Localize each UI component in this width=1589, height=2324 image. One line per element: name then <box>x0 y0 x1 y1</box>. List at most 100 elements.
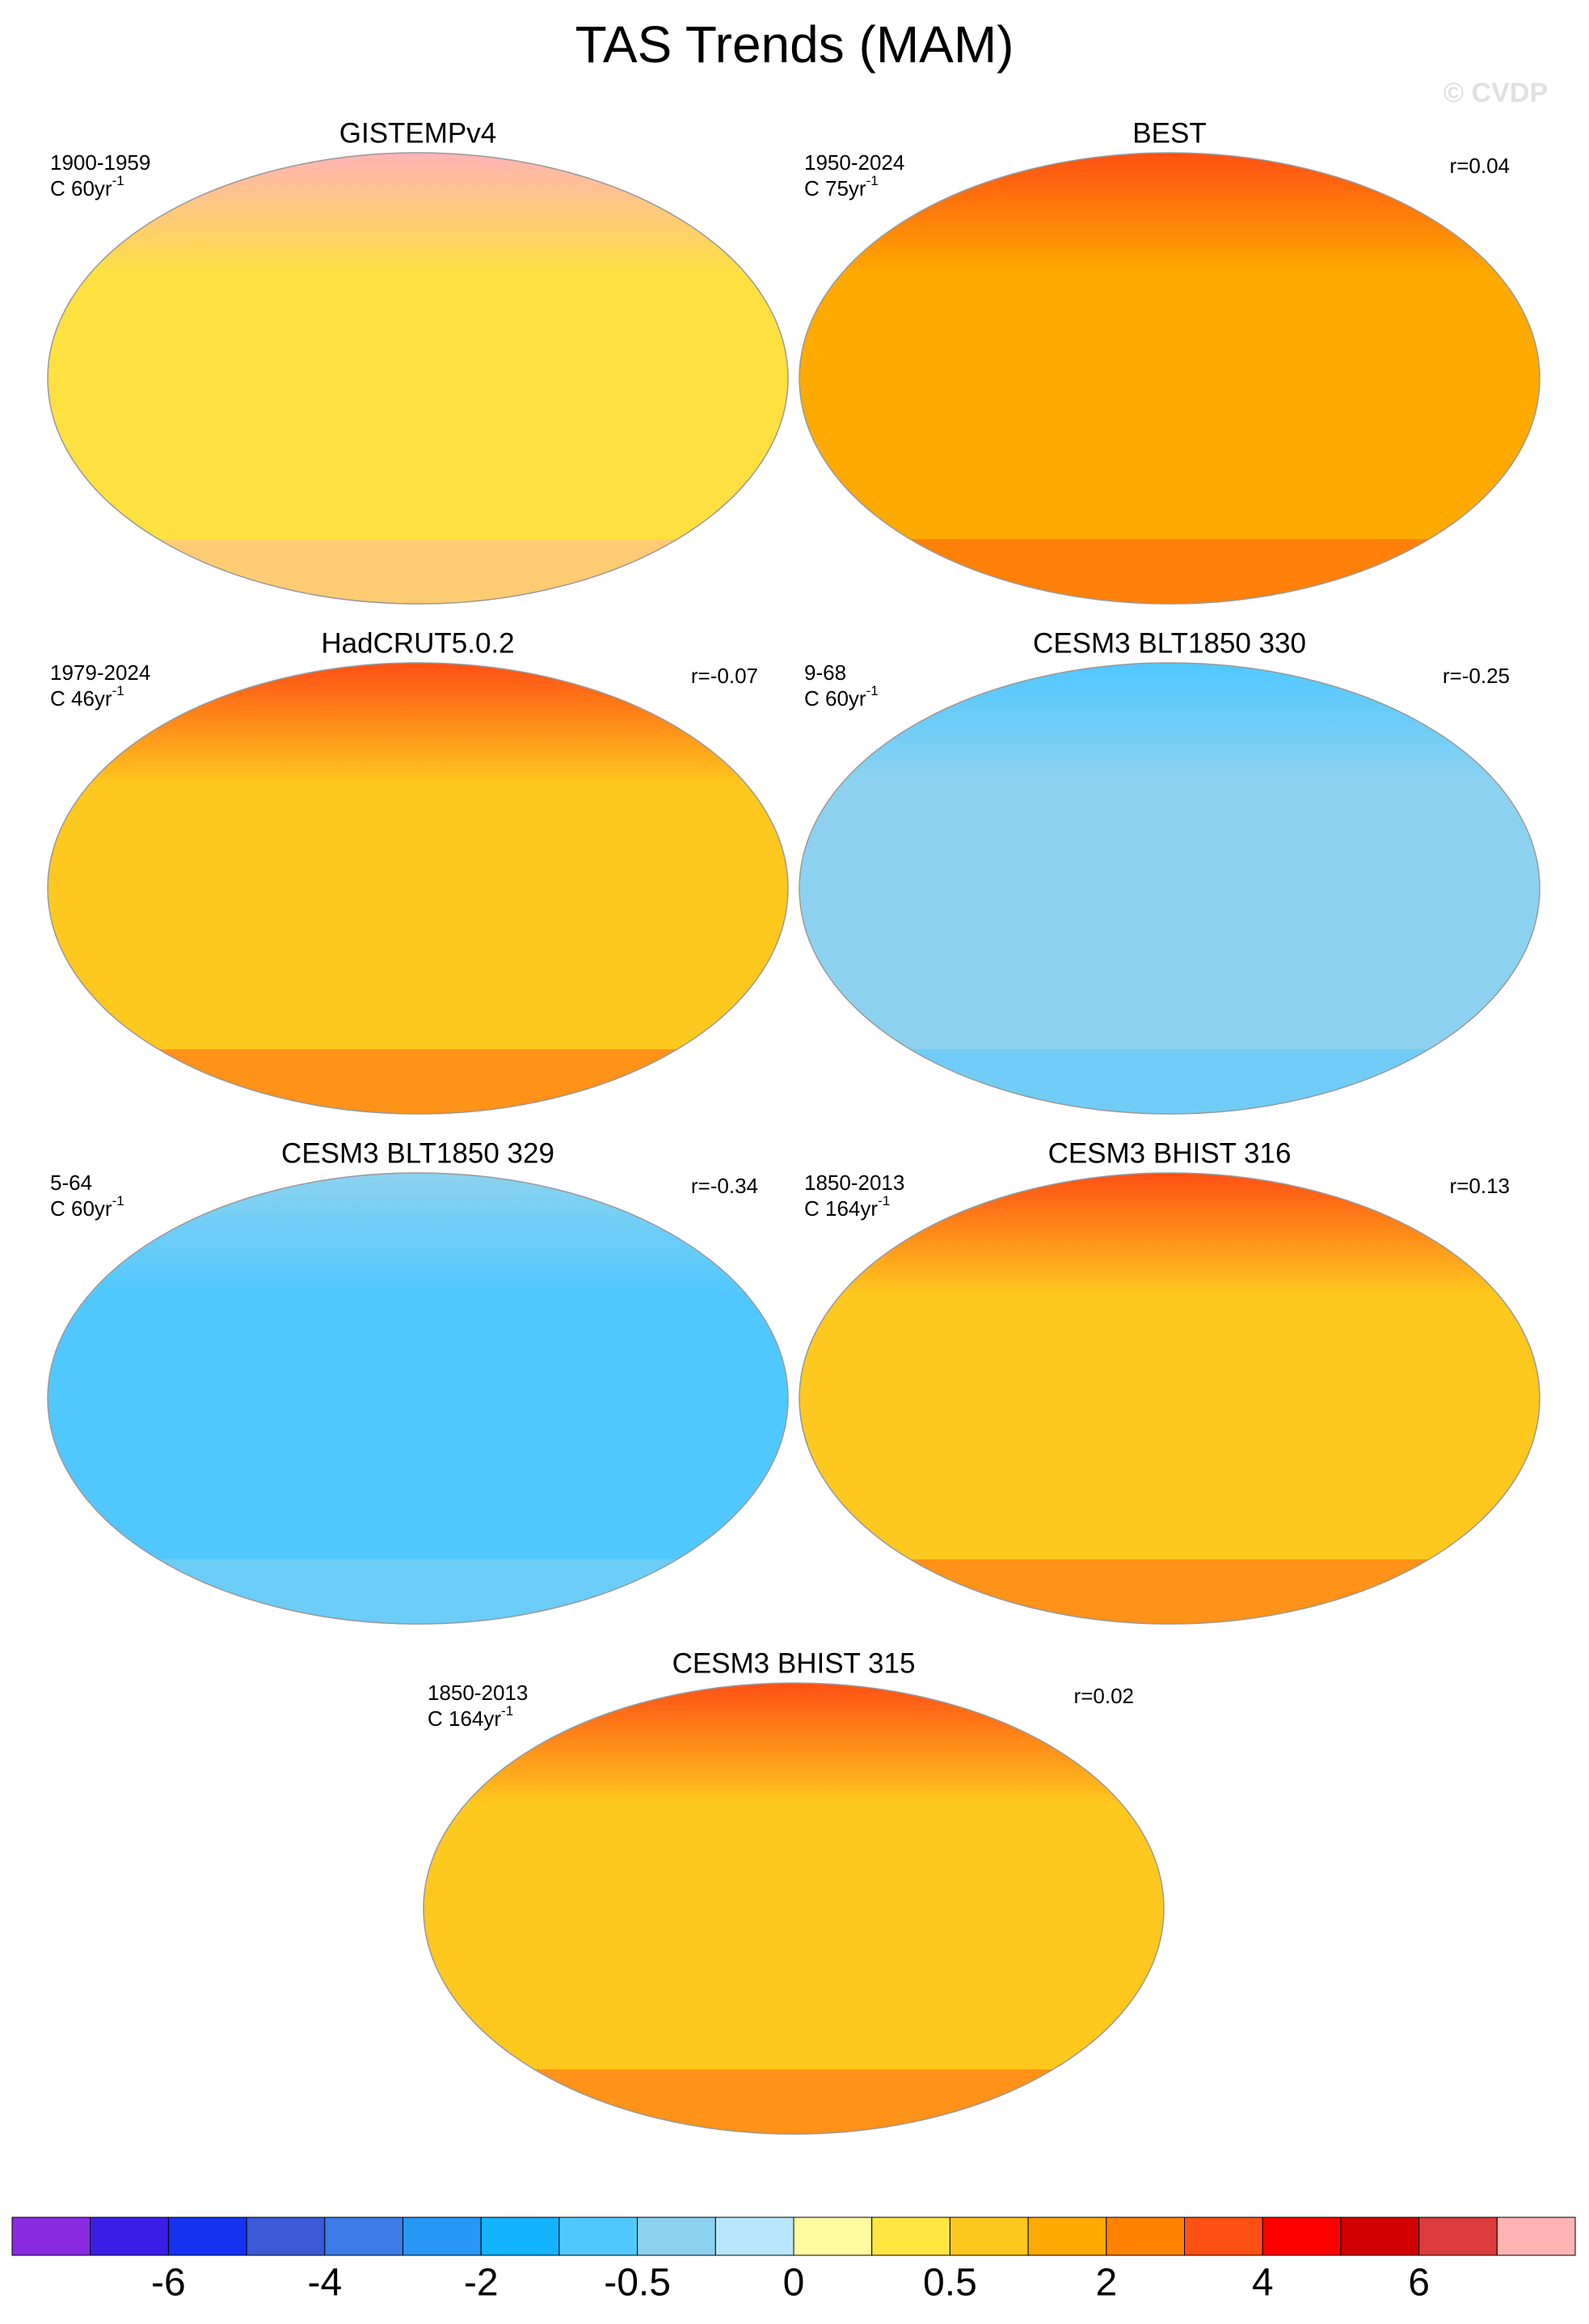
map-outline <box>47 1172 789 1625</box>
panel-period: 1979-2024 <box>50 660 150 685</box>
units-text: C 60yr <box>804 686 866 711</box>
polar-region <box>424 1683 1164 1804</box>
colorbar-swatch <box>558 2216 639 2256</box>
polar-region <box>799 1173 1540 1294</box>
colorbar-swatch <box>793 2216 873 2256</box>
colorbar-swatch <box>167 2216 247 2256</box>
southern-region <box>799 1559 1540 1624</box>
panel-units: C 60yr-1 <box>50 1193 124 1220</box>
panel-period: 1850-2013 <box>804 1170 904 1195</box>
colorbar-label: 0 <box>783 2262 805 2305</box>
map-panel: CESM3 BLT1850 330 9-68C 60yr-1 r=-0.25 <box>799 627 1541 1115</box>
watermark: © CVDP <box>1444 78 1548 108</box>
colorbar-swatch <box>480 2216 560 2256</box>
panel-title: CESM3 BHIST 316 <box>1048 1137 1292 1169</box>
polar-region <box>48 153 788 274</box>
map-outline <box>799 1172 1541 1625</box>
map-outline <box>799 152 1541 605</box>
colorbar-label: 2 <box>1095 2262 1117 2305</box>
southern-region <box>48 1049 788 1114</box>
units-text: C 164yr <box>428 1706 501 1731</box>
panel-units: C 75yr-1 <box>804 173 879 200</box>
map-outline <box>47 662 789 1115</box>
units-text: C 46yr <box>50 686 112 711</box>
colorbar-swatch <box>1340 2216 1420 2256</box>
map-outline <box>423 1682 1165 2135</box>
colorbar: -6 -4 -2 -0.5 0 0.5 2 4 6 <box>11 2216 1576 2305</box>
colorbar-swatch <box>871 2216 950 2256</box>
polar-region <box>799 153 1540 274</box>
map-outline <box>799 662 1541 1115</box>
panel-units: C 46yr-1 <box>50 683 124 710</box>
units-exponent: -1 <box>112 1193 124 1208</box>
colorbar-swatch <box>1027 2216 1107 2256</box>
colorbar-label: -6 <box>151 2262 186 2305</box>
units-exponent: -1 <box>866 173 879 188</box>
colorbar-swatch <box>246 2216 326 2256</box>
units-exponent: -1 <box>866 683 879 698</box>
correlation: r=-0.34 <box>691 1174 758 1198</box>
units-exponent: -1 <box>878 1193 890 1208</box>
colorbar-swatch <box>1496 2216 1576 2256</box>
polar-region <box>48 1173 788 1294</box>
units-exponent: -1 <box>501 1703 513 1719</box>
units-text: C 164yr <box>804 1196 878 1221</box>
colorbar-label: -0.5 <box>604 2262 671 2305</box>
panel-units: C 164yr-1 <box>804 1193 890 1220</box>
panel-period: 1900-1959 <box>50 150 150 175</box>
panel-title: CESM3 BHIST 315 <box>672 1647 916 1679</box>
colorbar-swatch <box>1418 2216 1498 2256</box>
correlation: r=-0.07 <box>691 664 758 688</box>
southern-region <box>799 1049 1540 1114</box>
correlation: r=0.13 <box>1450 1174 1510 1198</box>
units-text: C 60yr <box>50 176 112 200</box>
colorbar-swatch <box>1262 2216 1342 2256</box>
colorbar-label: -2 <box>464 2262 499 2305</box>
colorbar-label: 6 <box>1408 2262 1430 2305</box>
southern-region <box>48 539 788 604</box>
panel-period: 9-68 <box>804 660 846 685</box>
units-exponent: -1 <box>112 683 124 698</box>
map-outline <box>47 152 789 605</box>
colorbar-swatch <box>90 2216 169 2256</box>
panel-period: 5-64 <box>50 1170 92 1195</box>
southern-region <box>48 1559 788 1624</box>
colorbar-swatch <box>403 2216 482 2256</box>
panel-title: HadCRUT5.0.2 <box>321 627 514 659</box>
panel-title: GISTEMPv4 <box>339 117 496 149</box>
colorbar-swatch <box>637 2216 716 2256</box>
panel-title: BEST <box>1132 117 1206 149</box>
panel-units: C 60yr-1 <box>804 683 879 710</box>
panel-units: C 164yr-1 <box>428 1703 513 1730</box>
polar-region <box>48 663 788 784</box>
units-text: C 60yr <box>50 1196 112 1221</box>
colorbar-swatch <box>11 2216 91 2256</box>
colorbar-label: -4 <box>307 2262 342 2305</box>
figure-title: TAS Trends (MAM) <box>575 15 1014 74</box>
colorbar-label: 0.5 <box>923 2262 977 2305</box>
colorbar-swatch <box>324 2216 403 2256</box>
polar-region <box>799 663 1540 784</box>
panel-period: 1850-2013 <box>428 1681 528 1705</box>
panel-units: C 60yr-1 <box>50 173 124 200</box>
colorbar-swatch <box>1184 2216 1263 2256</box>
panel-title: CESM3 BLT1850 330 <box>1033 627 1306 659</box>
map-panel: CESM3 BLT1850 329 5-64C 60yr-1 r=-0.34 <box>47 1137 789 1625</box>
southern-region <box>799 539 1540 604</box>
colorbar-swatch <box>949 2216 1029 2256</box>
units-exponent: -1 <box>112 173 124 188</box>
southern-region <box>424 2069 1164 2134</box>
units-text: C 75yr <box>804 176 866 200</box>
correlation: r=0.04 <box>1450 154 1510 178</box>
colorbar-swatch <box>714 2216 794 2256</box>
colorbar-label: 4 <box>1252 2262 1274 2305</box>
panel-period: 1950-2024 <box>804 150 904 175</box>
correlation: r=-0.25 <box>1443 664 1510 688</box>
